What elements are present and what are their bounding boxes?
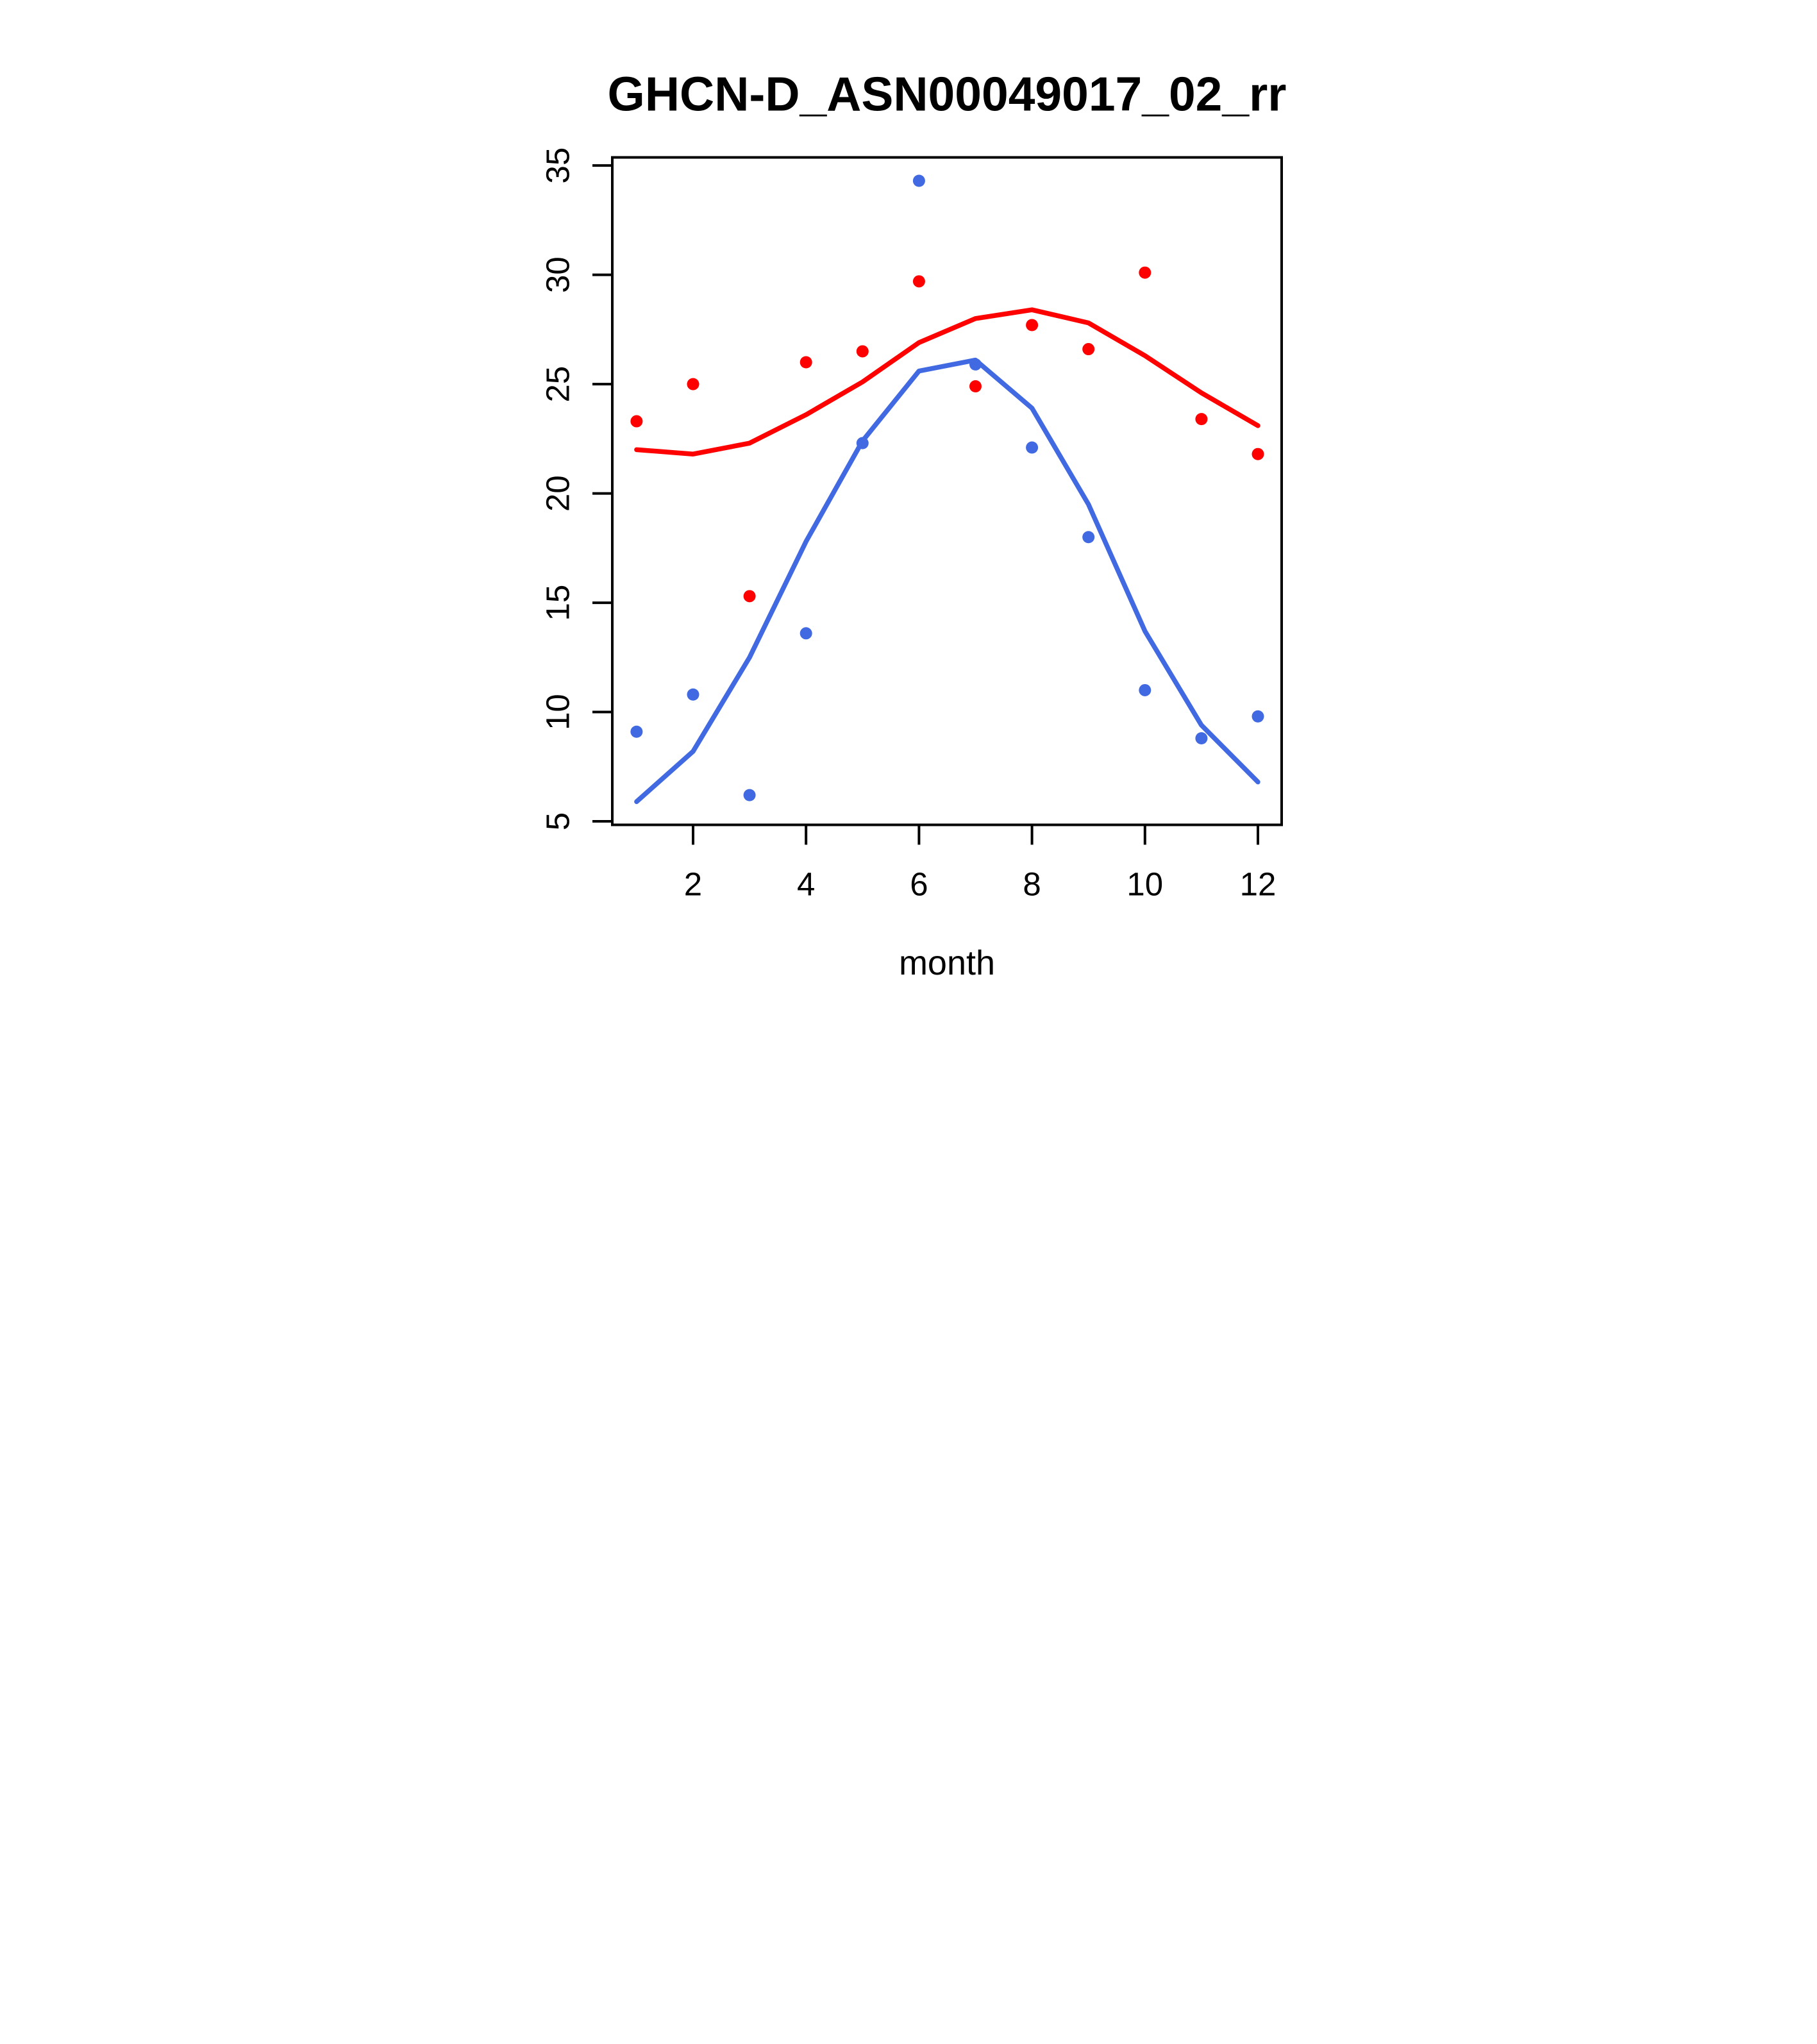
x-axis-label: month [898,944,994,982]
y-axis: 5 10 15 20 25 30 35 [539,147,612,830]
plot-border [610,156,1283,826]
x-tick-label: 2 [683,866,701,903]
y-tick-label: 20 [539,475,576,512]
data-point [1138,683,1151,696]
x-tick-label: 8 [1023,866,1041,903]
data-point [630,725,642,738]
x-tick-label: 12 [1239,866,1276,903]
data-point [1138,266,1151,279]
data-point [1025,441,1038,454]
data-point [912,275,925,288]
y-tick-label: 5 [539,812,576,830]
data-point [1194,413,1207,426]
data-point [1082,531,1094,544]
x-tick-label: 6 [910,866,928,903]
chart-canvas: GHCN-D_ASN00049017_02_rr 5 10 15 20 25 30 35 2… [539,67,1286,983]
x-tick-label: 4 [796,866,814,903]
data-point [1251,710,1264,723]
data-point [856,345,869,358]
series-layer [630,174,1264,805]
data-point [969,380,982,393]
series-red-points [630,266,1264,603]
trend-line [633,357,1260,805]
data-point [743,590,756,603]
data-point [1251,448,1264,460]
chart-figure: GHCN-D_ASN00049017_02_rr 5 10 15 20 25 30 35 2… [454,0,1363,1022]
x-tick-label: 10 [1126,866,1163,903]
series-blue-points [630,174,1264,801]
y-tick-label: 15 [539,585,576,621]
chart-title: GHCN-D_ASN00049017_02_rr [607,67,1286,121]
trend-line [633,307,1260,457]
data-point [630,415,642,428]
data-point [1082,343,1094,356]
data-point [743,789,756,801]
series-red-smooth-line [633,307,1260,457]
y-tick-label: 10 [539,694,576,730]
data-point [686,378,699,390]
data-point [1194,732,1207,744]
data-point [800,356,812,369]
y-tick-label: 35 [539,147,576,184]
y-tick-label: 30 [539,256,576,293]
plot-area [610,156,1283,826]
y-tick-label: 25 [539,366,576,403]
data-point [800,627,812,640]
x-axis: 2 4 6 8 10 12 [683,825,1276,903]
data-point [912,174,925,187]
data-point [686,688,699,701]
data-point [1025,319,1038,331]
series-blue-smooth-line [633,357,1260,805]
